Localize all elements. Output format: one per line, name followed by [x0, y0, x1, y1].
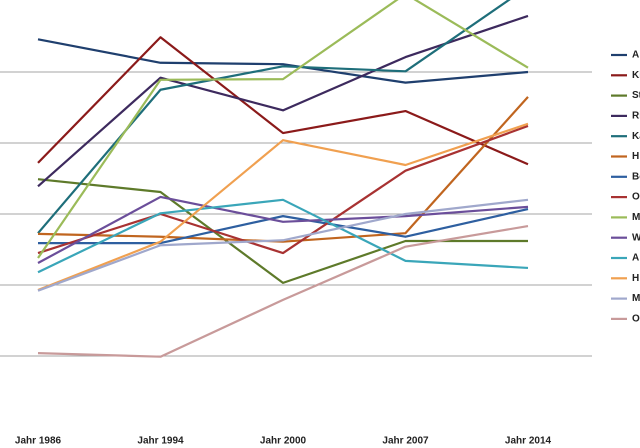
x-tick-label: Jahr 1986: [15, 436, 62, 447]
legend-label: M: [632, 212, 640, 223]
series-line: [37, 36, 529, 166]
series-line: [37, 178, 528, 284]
series-line: [37, 124, 529, 255]
series-line: [37, 122, 529, 291]
series-line: [37, 198, 529, 274]
legend-label: M: [632, 293, 640, 304]
legend-label: St: [632, 90, 640, 101]
x-tick-label: Jahr 1994: [137, 436, 184, 447]
legend-label: Ka: [632, 131, 640, 142]
x-tick-label: Jahr 2000: [260, 436, 307, 447]
x-tick-label: Jahr 2007: [382, 436, 429, 447]
series-line: [37, 38, 529, 84]
legend-label: H: [632, 273, 639, 284]
series-line: [38, 207, 529, 245]
series-line: [37, 224, 529, 358]
series-line: [37, 0, 529, 259]
legend-label: H: [632, 151, 639, 162]
legend-label: A: [632, 253, 639, 264]
legend-label: A: [632, 50, 639, 61]
series-line: [37, 195, 529, 264]
legend-label: Ri: [632, 111, 640, 122]
legend-label: Be: [632, 171, 640, 182]
legend-label: O: [632, 314, 640, 325]
legend-label: W: [632, 232, 640, 243]
x-tick-label: Jahr 2014: [505, 436, 552, 447]
series-line: [37, 0, 511, 234]
series-line: [37, 14, 529, 188]
legend: AKiStRiKaHBeOMWAHMO: [611, 50, 640, 325]
plot: [37, 0, 529, 358]
series-line: [37, 96, 529, 243]
labels: Jahr 1986 Jahr 1994 Jahr 2000 Jahr 2007 Jahr…: [15, 436, 552, 447]
legend-label: O: [632, 192, 640, 203]
series-line: [37, 198, 529, 292]
grid: [0, 71, 592, 357]
legend-label: Ki: [632, 70, 640, 81]
